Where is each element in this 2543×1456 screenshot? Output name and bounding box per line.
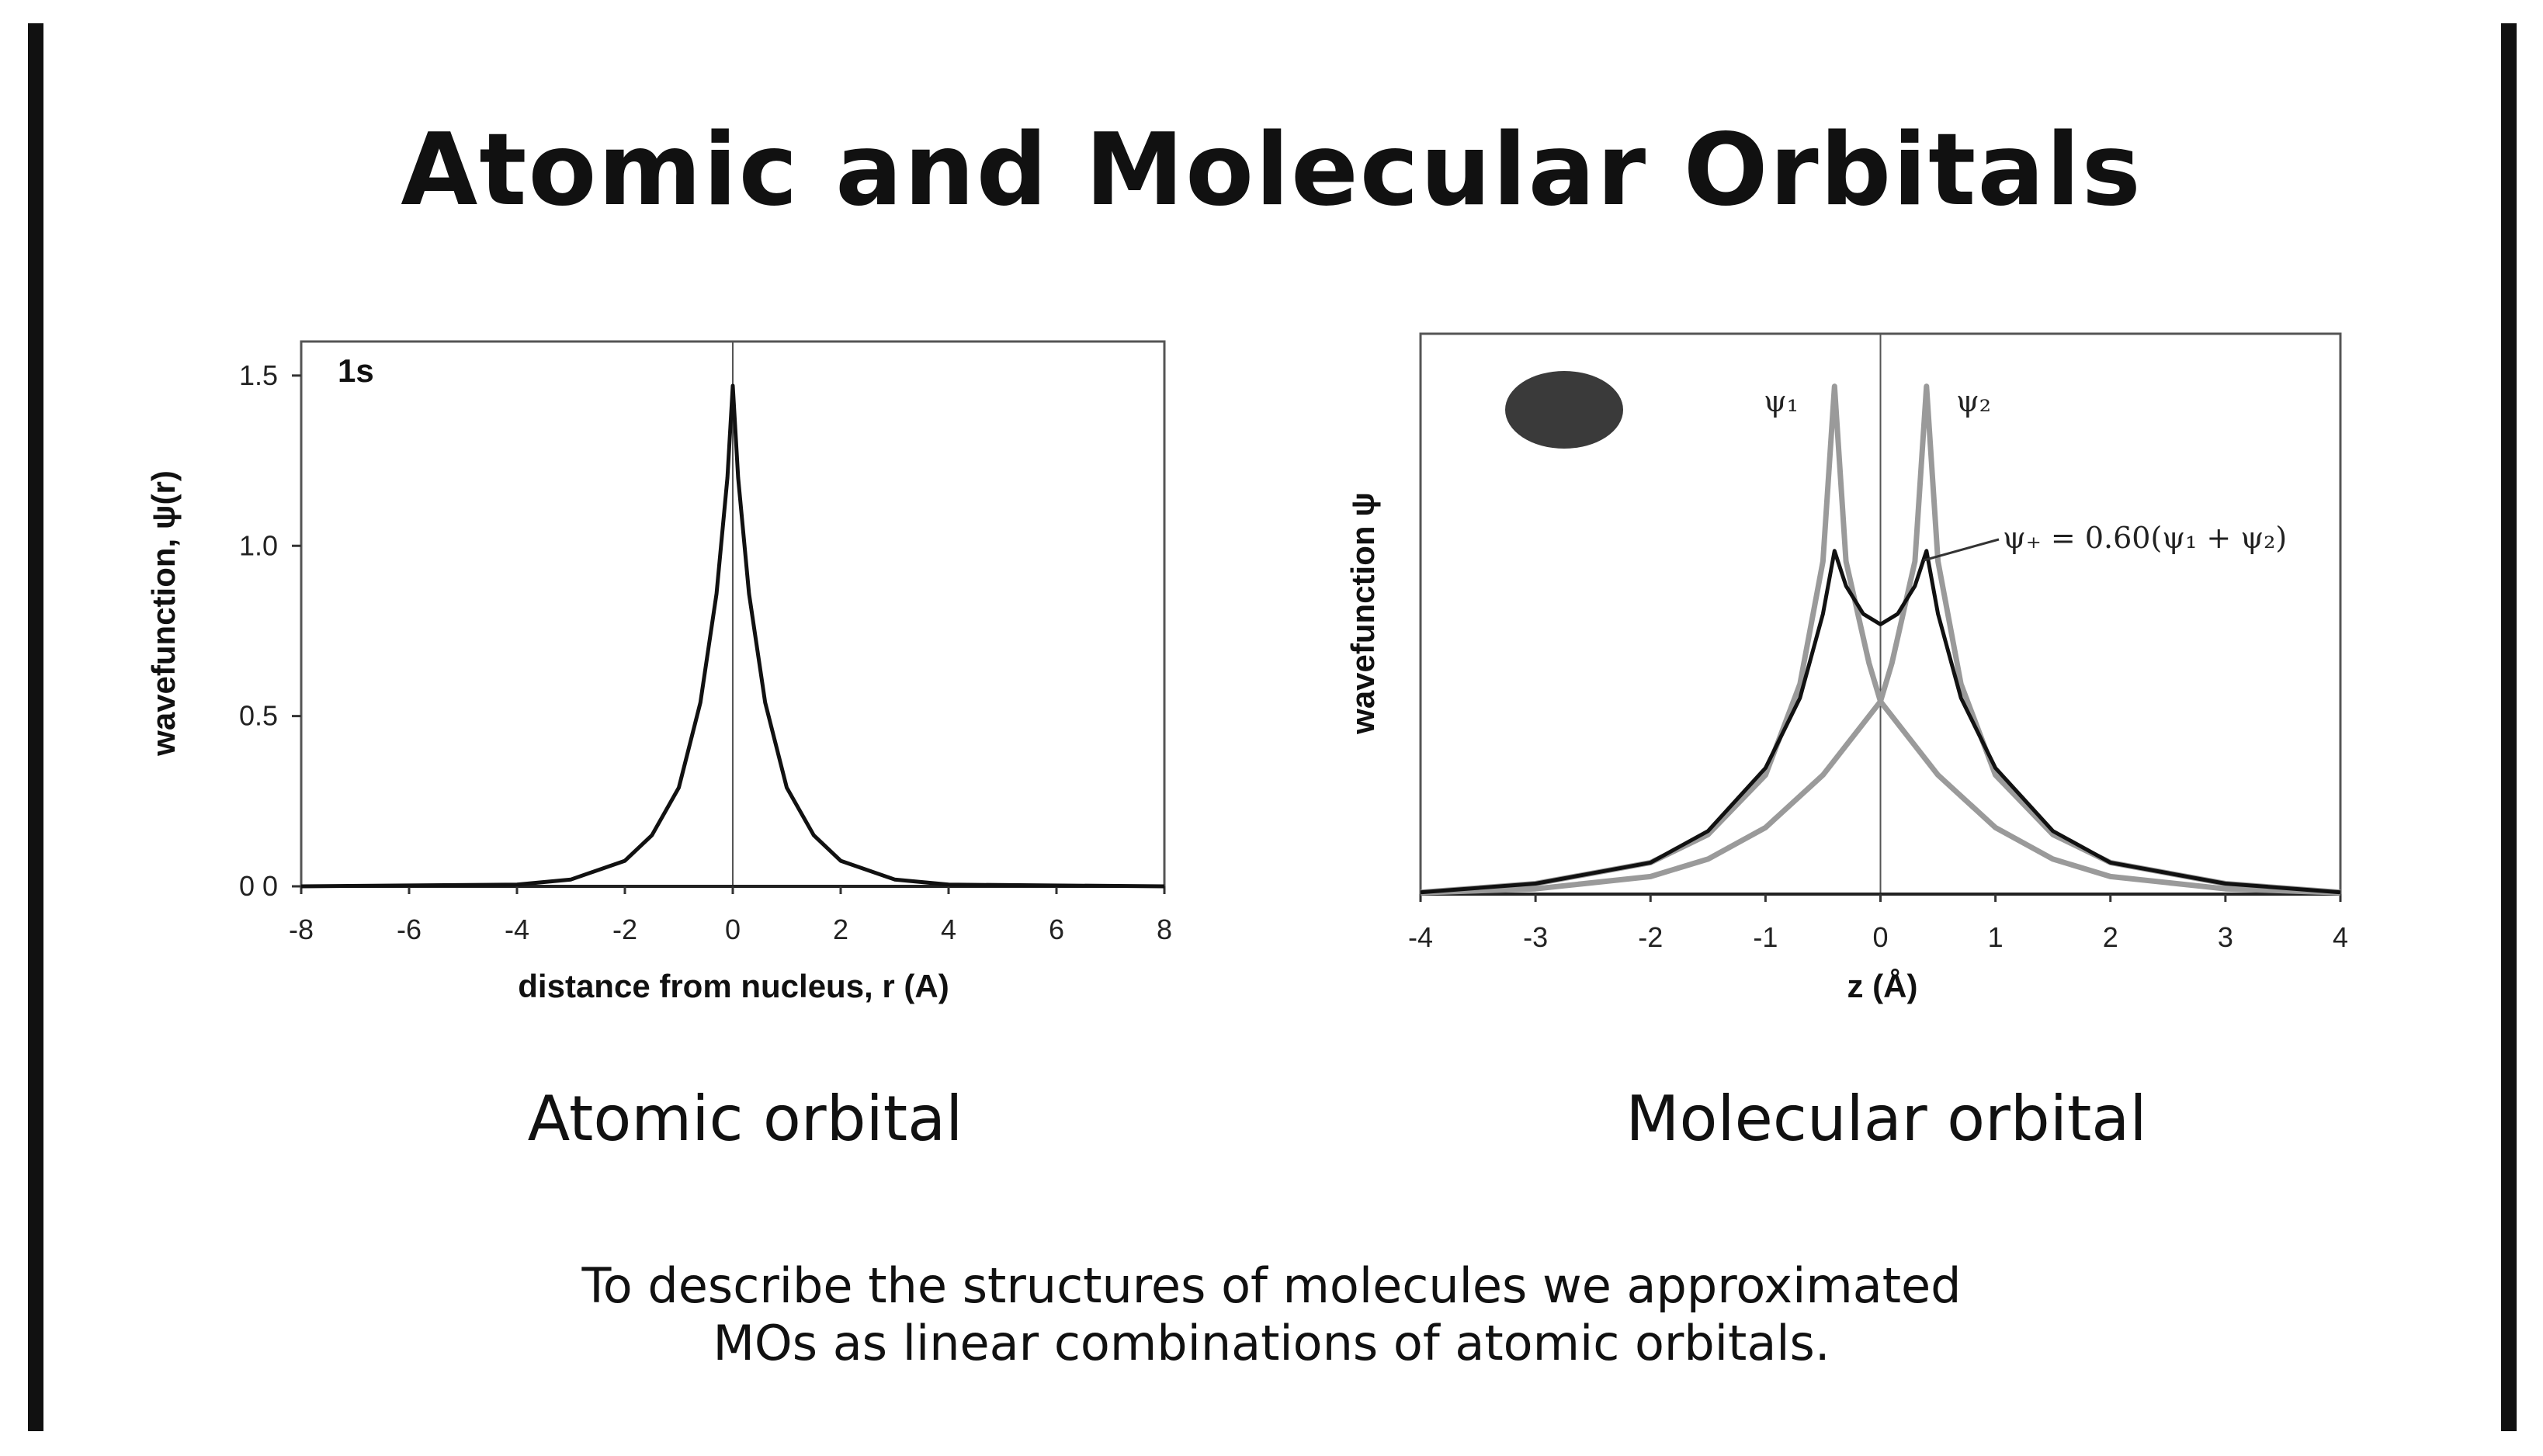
chart-0-xtick-label: -8 <box>289 913 314 945</box>
psi1-annotation: ψ₁ <box>1764 384 1799 418</box>
chart-0-xtick-label: -4 <box>505 913 529 945</box>
chart-0-xtick-label: 2 <box>833 913 848 945</box>
slide-caption: To describe the structures of molecules … <box>0 1257 2543 1372</box>
chart-1-xtick-label: -1 <box>1753 921 1778 953</box>
left-border-bar <box>28 23 43 1431</box>
caption-line-2: MOs as linear combinations of atomic orb… <box>713 1315 1830 1371</box>
atomic-chart-ticks: -8 -6 -4 -2 0 2 4 6 8 0 0 0.5 1.0 1.5 <box>239 359 1172 945</box>
right-border-bar <box>2501 23 2517 1431</box>
molecular-chart-lines <box>1420 383 2341 896</box>
chart-1-xtick-label: 1 <box>1988 921 2004 953</box>
atomic-orbital-label: Atomic orbital <box>527 1083 963 1155</box>
chart-1-xtick-label: 3 <box>2218 921 2233 953</box>
chart-0-xtick-label: 6 <box>1049 913 1064 945</box>
chart-1-xtick-label: -3 <box>1523 921 1548 953</box>
chart-0-xtick-label: -2 <box>612 913 637 945</box>
atom-sphere-icon <box>1505 371 1623 449</box>
atomic-chart-lines <box>300 383 1165 889</box>
chart-1-xtick-label: 4 <box>2333 921 2348 953</box>
chart-0-series-0-line <box>300 383 1165 889</box>
molecular-chart-ylabel: wavefunction ψ <box>1344 492 1381 735</box>
chart-0-xtick-label: -6 <box>397 913 422 945</box>
chart-0-ytick-label: 0.5 <box>239 700 278 732</box>
molecular-chart-xlabel: z (Å) <box>1847 968 1918 1004</box>
molecular-chart-ticks: -4 -3 -2 -1 0 1 2 3 4 <box>1408 894 2348 953</box>
atomic-chart-ylabel: wavefunction, ψ(r) <box>145 470 182 757</box>
chart-0-ytick-label: 0 0 <box>239 870 278 902</box>
molecular-orbital-label: Molecular orbital <box>1625 1083 2147 1155</box>
chart-0-ytick-label: 1.0 <box>239 529 278 561</box>
psi2-annotation: ψ₂ <box>1956 384 1991 418</box>
psi-plus-annotation: ψ₊ = 0.60(ψ₁ + ψ₂) <box>2003 521 2287 555</box>
chart-0-xtick-label: 0 <box>725 913 741 945</box>
chart-1-series-2-line <box>1420 549 2341 895</box>
atomic-chart-annotation: 1s <box>338 352 374 389</box>
chart-1-xtick-label: 0 <box>1872 921 1888 953</box>
chart-0-ytick-label: 1.5 <box>239 359 278 391</box>
chart-1-xtick-label: 2 <box>2103 921 2118 953</box>
atomic-chart-xlabel: distance from nucleus, r (A) <box>518 968 949 1004</box>
caption-line-1: To describe the structures of molecules … <box>581 1257 1962 1314</box>
chart-1-series-0-line <box>1420 383 2341 896</box>
psi-plus-leader-line <box>1923 538 2000 562</box>
chart-1-xtick-label: -4 <box>1408 921 1433 953</box>
chart-1-series-1-line <box>1420 383 2341 896</box>
chart-0-xtick-label: 4 <box>941 913 956 945</box>
chart-1-xtick-label: -2 <box>1638 921 1663 953</box>
chart-0-xtick-label: 8 <box>1157 913 1172 945</box>
slide-title: Atomic and Molecular Orbitals <box>401 113 2142 228</box>
